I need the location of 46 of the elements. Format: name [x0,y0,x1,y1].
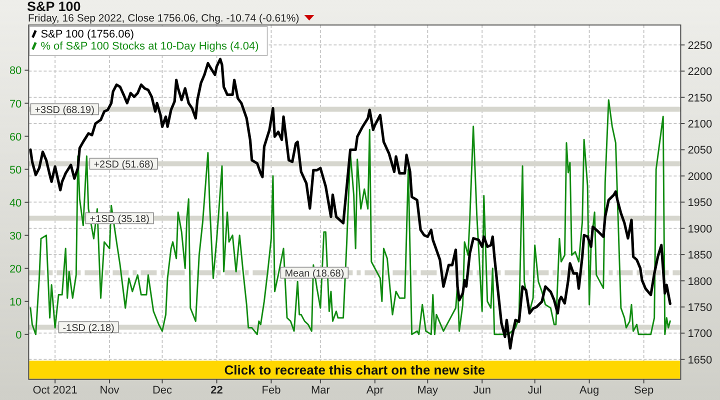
y-tick-label: 50 [9,164,22,176]
y-tick-label: 80 [9,65,22,78]
x-tick-label: Aug [580,384,600,396]
y2-tick-label: 1850 [688,250,712,262]
x-tick-label: May [417,384,439,396]
x-tick-label: Jul [528,384,542,396]
y2-tick-label: 1750 [688,302,712,314]
chart-subtitle: Friday, 16 Sep 2022, Close 1756.06, Chg. -10.74 (-0.61%) [28,12,300,24]
x-tick-label: Dec [152,384,173,396]
y-tick-label: 30 [9,230,22,242]
y2-tick-label: 1950 [688,197,712,210]
x-tick-label: Mar [310,384,330,396]
y-tick-label: 0 [16,329,22,342]
y2-tick-label: 2000 [688,170,712,183]
y2-tick-label: 2050 [688,144,712,157]
line-series [30,99,671,336]
ref-line-label: +1SD (35.18) [90,214,150,225]
y-tick-label: 70 [9,98,22,110]
ref-line-label: +2SD (51.68) [94,159,154,170]
ref-line-label: Mean (18.68) [284,268,344,280]
y2-tick-label: 2200 [688,66,712,78]
line-series [29,58,672,350]
y2-tick-label: 1900 [688,223,712,236]
x-tick-label: Oct 2021 [32,384,78,396]
legend-label: S&P 100 (1756.06) [40,28,134,40]
annotation: Click to recreate this chart on the new site [224,362,486,378]
legend-label: % of S&P 100 Stocks at 10-Day Highs (4.04) [40,40,259,52]
y-tick-label: 60 [9,131,22,144]
y2-tick-label: 1800 [688,276,712,288]
x-tick-label: Feb [262,384,281,396]
ref-line-label: -1SD (2.18) [62,322,114,334]
y2-tick-label: 2150 [688,92,712,104]
x-tick-label: Nov [100,384,120,396]
y2-tick-label: 1650 [688,354,712,366]
y-tick-label: 40 [9,197,22,210]
y2-tick-label: 2100 [688,118,712,131]
ref-line-label: +3SD (68.19) [34,104,94,116]
x-tick-label: Sep [634,384,654,396]
y-tick-label: 20 [9,263,22,276]
y2-tick-label: 1700 [688,328,712,340]
chart-title: S&P 100 [27,0,81,14]
y2-tick-label: 2250 [688,40,712,52]
x-tick-label: 22 [210,384,223,396]
x-tick-label: Jun [473,384,491,396]
y-tick-label: 10 [9,296,22,308]
x-tick-label: Apr [366,384,384,396]
